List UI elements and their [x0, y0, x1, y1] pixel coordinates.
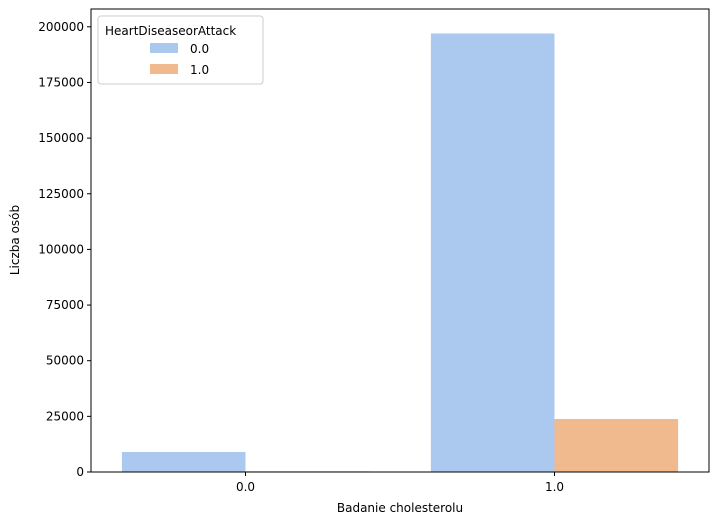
x-tick-label: 1.0: [545, 480, 564, 494]
y-tick-label: 50000: [46, 354, 84, 368]
legend-swatch-0: [150, 43, 178, 53]
y-tick-label: 0: [76, 465, 84, 479]
x-axis-label: Badanie cholesterolu: [337, 501, 463, 515]
y-tick-label: 125000: [38, 187, 84, 201]
y-axis-label: Liczba osób: [8, 205, 22, 275]
x-axis: 0.0 1.0: [236, 472, 564, 494]
y-tick-label: 200000: [38, 20, 84, 34]
legend-label-0: 0.0: [190, 42, 209, 56]
legend-title: HeartDiseaseorAttack: [105, 24, 236, 38]
bars-group: [121, 33, 679, 473]
legend: HeartDiseaseorAttack 0.0 1.0: [97, 15, 264, 85]
x-tick-label: 0.0: [236, 480, 255, 494]
bar-1.0-series-1.0: [554, 419, 679, 472]
legend-swatch-1: [150, 64, 178, 74]
plot-frame: [90, 8, 710, 473]
y-tick-label: 150000: [38, 131, 84, 145]
y-tick-label: 25000: [46, 409, 84, 423]
y-tick-label: 175000: [38, 75, 84, 89]
y-tick-label: 75000: [46, 298, 84, 312]
bar-1.0-series-0.0: [430, 33, 555, 473]
y-tick-label: 100000: [38, 242, 84, 256]
bar-0.0-series-0.0: [121, 451, 246, 472]
legend-box: [97, 15, 264, 85]
y-axis: 0 25000 50000 75000 100000 125000 150000 175000…: [38, 20, 91, 479]
legend-label-1: 1.0: [190, 63, 209, 77]
